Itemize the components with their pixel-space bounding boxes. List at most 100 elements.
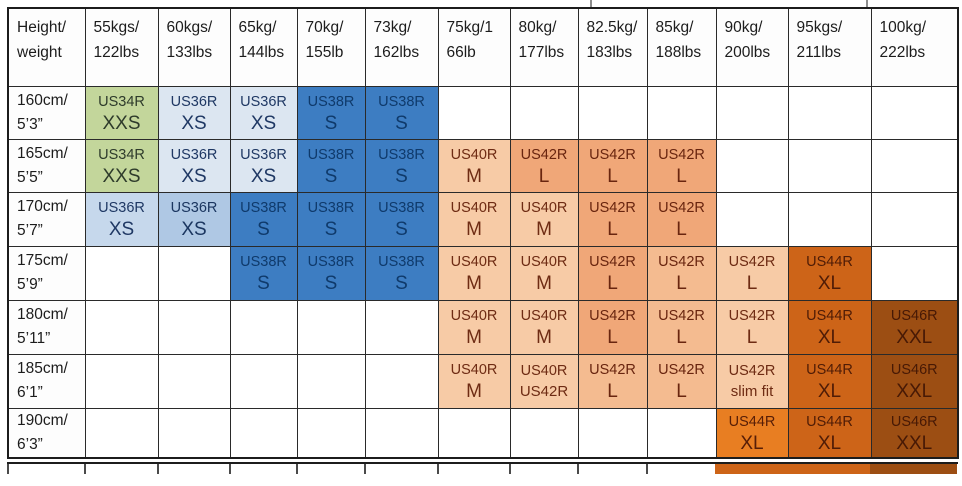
size-cell-line: L xyxy=(648,272,716,295)
height-label-line: 6’3” xyxy=(17,433,85,457)
size-cell: US40RM xyxy=(438,300,510,354)
size-chart-table: Height/ weight 55kgs/122lbs60kgs/133lbs6… xyxy=(7,7,959,459)
size-cell-line: US36R xyxy=(159,145,230,165)
size-cell-line: S xyxy=(366,272,438,295)
size-cell-line: US46R xyxy=(872,360,958,380)
height-label-line: 5’9” xyxy=(17,273,85,297)
empty-cell xyxy=(85,300,158,354)
size-cell-line: S xyxy=(366,112,438,135)
gridline-stub xyxy=(7,464,9,474)
size-cell-line: XXL xyxy=(872,380,958,403)
height-label-line: 180cm/ xyxy=(17,303,85,327)
size-cell-line: US36R xyxy=(86,198,158,218)
size-cell-line: S xyxy=(298,112,365,135)
empty-cell xyxy=(230,300,297,354)
size-cell-line: XS xyxy=(231,112,297,135)
size-cell-line: US42R xyxy=(717,361,788,381)
size-cell: US42RL xyxy=(578,246,647,300)
gridline-stub xyxy=(509,464,511,474)
size-cell: US42RL xyxy=(647,300,716,354)
size-cell: US36RXS xyxy=(230,86,297,139)
gridline-stub xyxy=(590,0,592,7)
weight-header-line: 177lbs xyxy=(519,40,576,65)
table-row-160cm: 160cm/5’3”US34RXXSUS36RXSUS36RXSUS38RSUS… xyxy=(8,86,958,139)
weight-header-8: 85kg/188lbs xyxy=(647,8,716,86)
size-cell-line: US42R xyxy=(648,306,716,326)
size-cell-line: M xyxy=(511,218,578,241)
weight-header-2: 65kg/144lbs xyxy=(230,8,297,86)
empty-cell xyxy=(297,300,365,354)
size-cell: US42RL xyxy=(716,246,788,300)
size-cell: US42RL xyxy=(647,192,716,246)
weight-header-line: 60kgs/ xyxy=(167,15,228,40)
size-cell-line: L xyxy=(717,272,788,295)
weight-header-line: 100kg/ xyxy=(880,15,956,40)
height-label: 160cm/5’3” xyxy=(8,86,85,139)
size-cell-line: S xyxy=(231,272,297,295)
empty-cell xyxy=(365,354,438,408)
size-cell: US44RXL xyxy=(716,408,788,458)
height-label-line: 160cm/ xyxy=(17,89,85,113)
height-label: 170cm/5’7” xyxy=(8,192,85,246)
size-cell-line: US42R xyxy=(648,360,716,380)
size-cell-line: US42R xyxy=(579,252,647,272)
size-cell: US46RXXL xyxy=(871,300,958,354)
empty-cell xyxy=(788,139,871,192)
size-cell: US44RXL xyxy=(788,246,871,300)
size-cell-line: US46R xyxy=(872,306,958,326)
empty-cell xyxy=(158,354,230,408)
weight-header-0: 55kgs/122lbs xyxy=(85,8,158,86)
size-cell-line: M xyxy=(439,218,510,241)
size-cell-line: US42R xyxy=(648,252,716,272)
size-cell-line: XXS xyxy=(86,112,158,135)
size-cell: US38RS xyxy=(297,246,365,300)
corner-header: Height/ weight xyxy=(8,8,85,86)
empty-cell xyxy=(788,86,871,139)
size-cell-line: US38R xyxy=(366,145,438,165)
size-cell-line: XL xyxy=(789,326,871,349)
gridline-stub xyxy=(577,464,579,474)
empty-cell xyxy=(788,192,871,246)
size-cell-line: US36R xyxy=(231,92,297,112)
empty-cell xyxy=(85,246,158,300)
size-cell-line: L xyxy=(579,380,647,403)
empty-cell xyxy=(716,192,788,246)
weight-header-line: 55kgs/ xyxy=(94,15,156,40)
gridline-stub xyxy=(229,464,231,474)
size-cell: US46RXXL xyxy=(871,354,958,408)
gridline-stub xyxy=(364,464,366,474)
gridline-stub xyxy=(437,464,439,474)
size-cell: US42Rslim fit xyxy=(716,354,788,408)
size-cell-line: US44R xyxy=(789,306,871,326)
size-cell-line: US42R xyxy=(511,145,578,165)
size-cell: US36RXS xyxy=(158,139,230,192)
height-label-line: 185cm/ xyxy=(17,357,85,381)
size-cell: US42RL xyxy=(647,139,716,192)
weight-header-line: 122lbs xyxy=(94,40,156,65)
size-cell-line: XXL xyxy=(872,432,958,455)
empty-cell xyxy=(871,192,958,246)
size-cell-line: US40R xyxy=(439,360,510,380)
table-row-165cm: 165cm/5’5”US34RXXSUS36RXSUS36RXSUS38RSUS… xyxy=(8,139,958,192)
size-cell-line: US42R xyxy=(717,252,788,272)
size-cell-line: M xyxy=(439,326,510,349)
empty-cell xyxy=(365,300,438,354)
size-cell: US44RXL xyxy=(788,408,871,458)
size-cell-line: US40R xyxy=(511,306,578,326)
height-label: 190cm/6’3” xyxy=(8,408,85,458)
empty-cell xyxy=(871,139,958,192)
empty-cell xyxy=(365,408,438,458)
size-cell-line: US40R xyxy=(511,198,578,218)
size-cell-line: US40R xyxy=(439,145,510,165)
weight-header-line: 82.5kg/ xyxy=(587,15,645,40)
size-cell-line: US38R xyxy=(298,198,365,218)
size-cell-line: L xyxy=(579,218,647,241)
weight-header-line: 133lbs xyxy=(167,40,228,65)
size-cell-line: US40R xyxy=(511,361,578,381)
size-cell-line: US40R xyxy=(439,252,510,272)
size-cell-line: US42R xyxy=(579,198,647,218)
size-cell: US40RM xyxy=(438,139,510,192)
weight-header-line: 66lb xyxy=(447,40,508,65)
size-cell-line: L xyxy=(579,165,647,188)
size-cell-line: XXS xyxy=(86,165,158,188)
